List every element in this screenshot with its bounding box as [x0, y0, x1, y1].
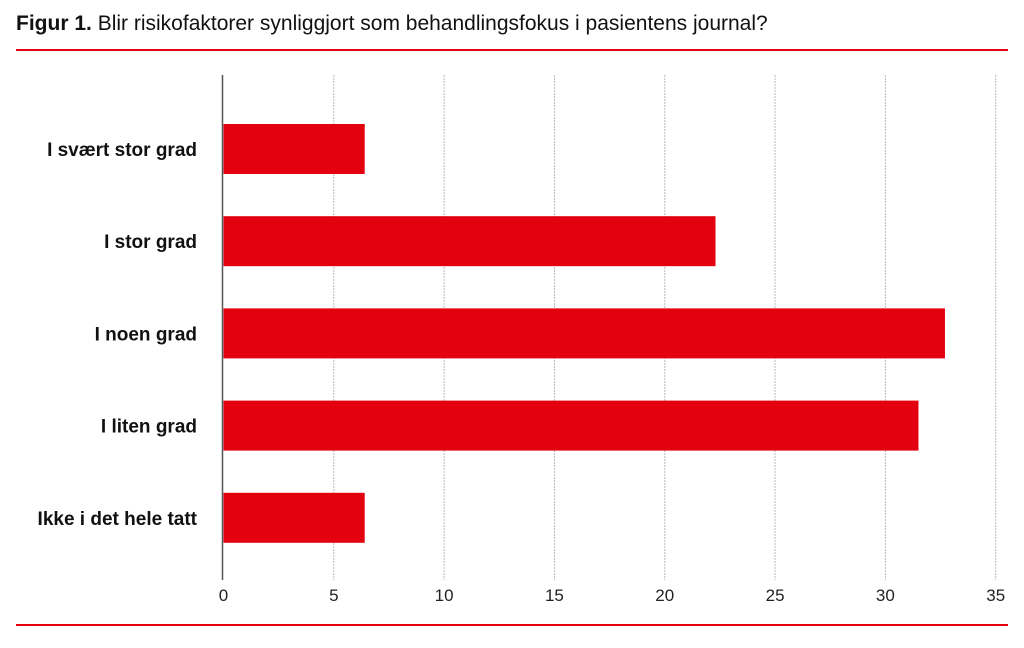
category-label: I svært stor grad	[47, 140, 197, 161]
figure-number: Figur 1.	[16, 12, 92, 35]
title-text: Blir risikofaktorer synliggjort som beha…	[97, 12, 768, 35]
bottom-rule	[16, 624, 1008, 626]
chart-title: Figur 1. Blir risikofaktorer synliggjort…	[16, 12, 768, 36]
top-rule	[16, 49, 1008, 51]
x-tick-label: 5	[329, 586, 338, 605]
category-label: I liten grad	[101, 417, 197, 438]
bar	[223, 400, 919, 451]
x-tick-label: 20	[655, 586, 674, 605]
x-tick-label: 15	[545, 586, 564, 605]
category-label: I stor grad	[104, 232, 197, 253]
x-tick-label: 10	[435, 586, 454, 605]
bar	[223, 124, 365, 174]
bar	[223, 308, 945, 359]
x-tick-label: 25	[766, 586, 785, 605]
x-tick-label: 0	[219, 586, 228, 605]
category-label: Ikke i det hele tatt	[38, 509, 198, 530]
bar	[223, 492, 365, 543]
category-label: I noen grad	[95, 324, 197, 345]
x-tick-label: 30	[876, 586, 895, 605]
x-tick-label: 35	[986, 586, 1005, 605]
bar	[223, 216, 716, 267]
